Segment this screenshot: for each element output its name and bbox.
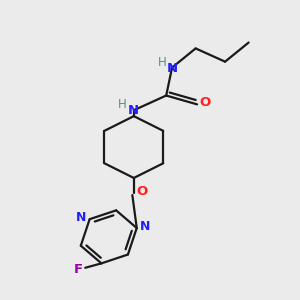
Text: N: N [128, 104, 140, 117]
Text: N: N [167, 61, 178, 75]
Text: H: H [118, 98, 127, 111]
Text: N: N [76, 211, 87, 224]
Text: O: O [136, 185, 148, 198]
Text: H: H [158, 56, 166, 69]
Text: N: N [140, 220, 150, 233]
Text: O: O [200, 96, 211, 110]
Text: F: F [73, 263, 83, 276]
